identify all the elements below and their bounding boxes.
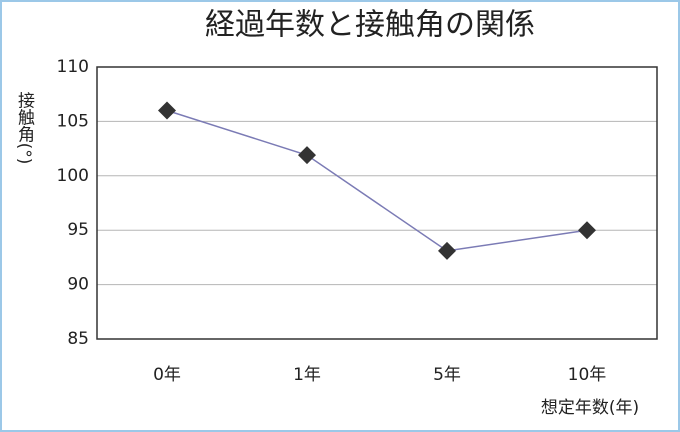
y-tick-label: 90 (67, 275, 89, 295)
data-marker (158, 101, 176, 120)
data-marker (578, 221, 596, 240)
plot-border (96, 66, 658, 340)
chart-title: 経過年数と接触角の関係 (205, 8, 535, 43)
x-tick-label: 5年 (433, 365, 461, 385)
y-tick-label: 100 (57, 166, 89, 186)
series-line (166, 109, 588, 252)
y-axis-label: 接触角(°) (14, 92, 35, 165)
x-axis-label: 想定年数(年) (541, 398, 639, 418)
y-tick-label: 110 (57, 57, 89, 77)
y-tick-label: 85 (67, 329, 89, 349)
y-tick-label: 95 (67, 220, 89, 240)
x-tick-label: 1年 (293, 365, 321, 385)
x-tick-label: 10年 (568, 365, 607, 385)
y-tick-label: 105 (57, 111, 89, 131)
data-marker (298, 146, 316, 165)
data-marker (438, 241, 456, 260)
x-tick-label: 0年 (153, 365, 181, 385)
